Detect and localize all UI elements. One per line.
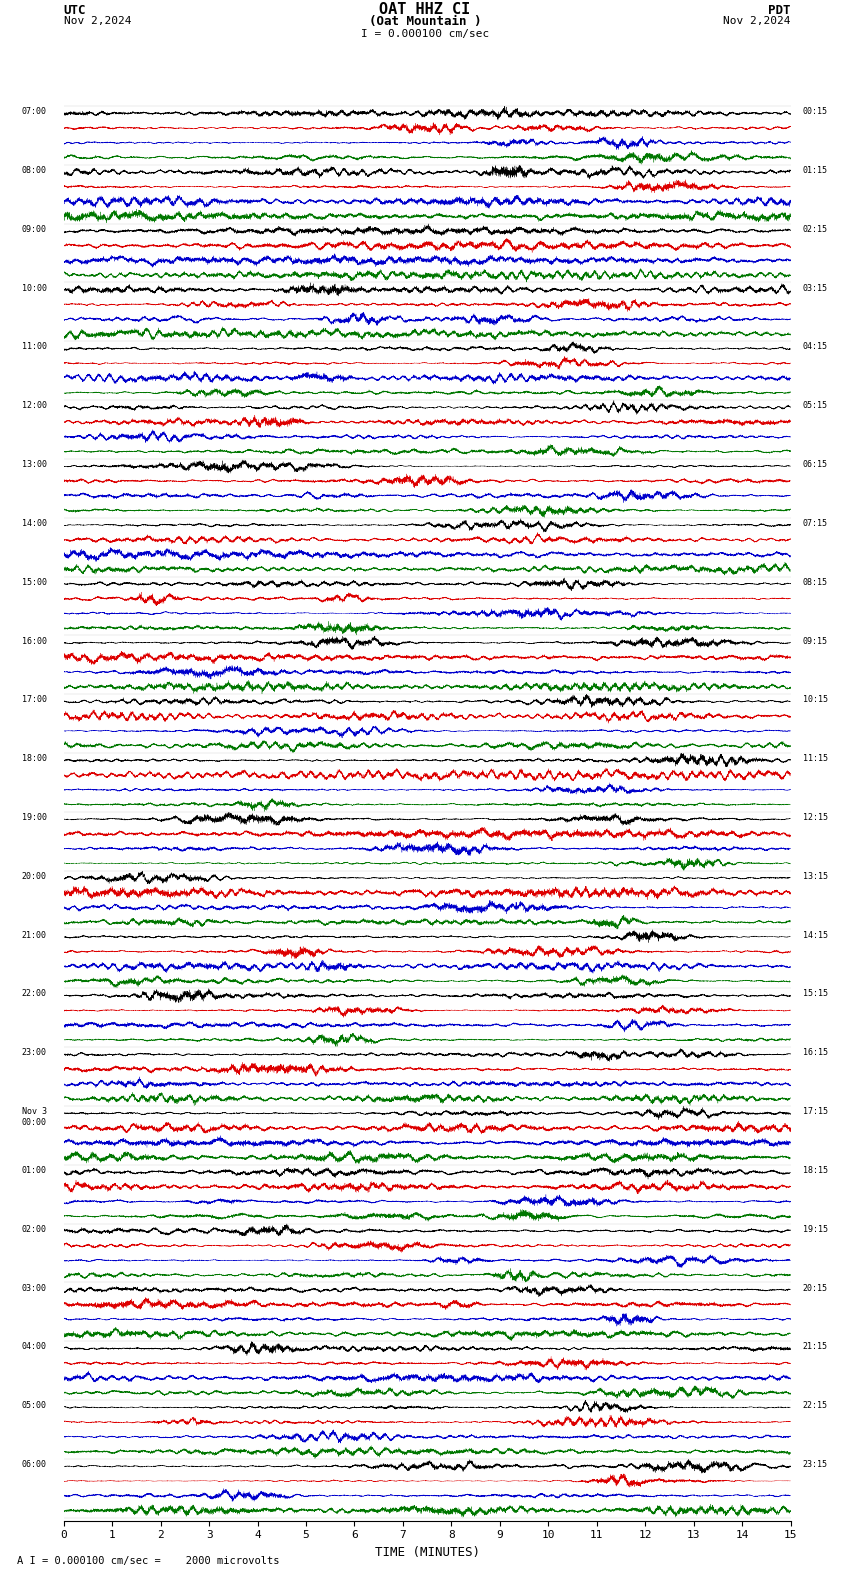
Text: Nov 2,2024: Nov 2,2024	[64, 16, 131, 25]
Text: 01:15: 01:15	[802, 166, 828, 174]
Text: A I = 0.000100 cm/sec =    2000 microvolts: A I = 0.000100 cm/sec = 2000 microvolts	[17, 1555, 280, 1567]
Text: Nov 2,2024: Nov 2,2024	[723, 16, 791, 25]
Text: UTC: UTC	[64, 3, 86, 17]
Text: I = 0.000100 cm/sec: I = 0.000100 cm/sec	[361, 29, 489, 38]
Text: 22:15: 22:15	[802, 1402, 828, 1410]
Text: 17:00: 17:00	[22, 695, 47, 705]
Text: 03:15: 03:15	[802, 284, 828, 293]
Text: 06:00: 06:00	[22, 1460, 47, 1468]
Text: 08:15: 08:15	[802, 578, 828, 586]
Text: 02:15: 02:15	[802, 225, 828, 234]
Text: 13:00: 13:00	[22, 459, 47, 469]
Text: 14:00: 14:00	[22, 520, 47, 527]
Text: 15:15: 15:15	[802, 990, 828, 998]
Text: 06:15: 06:15	[802, 459, 828, 469]
Text: 02:00: 02:00	[22, 1224, 47, 1234]
Text: 10:15: 10:15	[802, 695, 828, 705]
Text: 07:15: 07:15	[802, 520, 828, 527]
Text: 19:00: 19:00	[22, 813, 47, 822]
Text: 05:15: 05:15	[802, 401, 828, 410]
Text: 19:15: 19:15	[802, 1224, 828, 1234]
Text: 00:15: 00:15	[802, 108, 828, 116]
Text: 23:00: 23:00	[22, 1049, 47, 1057]
Text: 05:00: 05:00	[22, 1402, 47, 1410]
Text: 20:00: 20:00	[22, 871, 47, 881]
Text: 18:00: 18:00	[22, 754, 47, 763]
Text: 23:15: 23:15	[802, 1460, 828, 1468]
Text: 20:15: 20:15	[802, 1283, 828, 1293]
Text: Nov 3
00:00: Nov 3 00:00	[22, 1107, 47, 1126]
Text: 08:00: 08:00	[22, 166, 47, 174]
Text: OAT HHZ CI: OAT HHZ CI	[379, 2, 471, 17]
Text: 12:00: 12:00	[22, 401, 47, 410]
Text: 07:00: 07:00	[22, 108, 47, 116]
Text: PDT: PDT	[768, 3, 790, 17]
Text: 16:00: 16:00	[22, 637, 47, 646]
Text: 12:15: 12:15	[802, 813, 828, 822]
Text: 09:00: 09:00	[22, 225, 47, 234]
Text: 04:15: 04:15	[802, 342, 828, 352]
Text: 16:15: 16:15	[802, 1049, 828, 1057]
Text: 03:00: 03:00	[22, 1283, 47, 1293]
Text: 17:15: 17:15	[802, 1107, 828, 1117]
Text: 10:00: 10:00	[22, 284, 47, 293]
Text: 11:15: 11:15	[802, 754, 828, 763]
Text: 18:15: 18:15	[802, 1166, 828, 1175]
Text: 09:15: 09:15	[802, 637, 828, 646]
X-axis label: TIME (MINUTES): TIME (MINUTES)	[375, 1546, 479, 1559]
Text: 21:15: 21:15	[802, 1342, 828, 1351]
Text: 15:00: 15:00	[22, 578, 47, 586]
Text: 14:15: 14:15	[802, 931, 828, 939]
Text: (Oat Mountain ): (Oat Mountain )	[369, 14, 481, 29]
Text: 22:00: 22:00	[22, 990, 47, 998]
Text: 04:00: 04:00	[22, 1342, 47, 1351]
Text: 13:15: 13:15	[802, 871, 828, 881]
Text: 11:00: 11:00	[22, 342, 47, 352]
Text: 21:00: 21:00	[22, 931, 47, 939]
Text: 01:00: 01:00	[22, 1166, 47, 1175]
